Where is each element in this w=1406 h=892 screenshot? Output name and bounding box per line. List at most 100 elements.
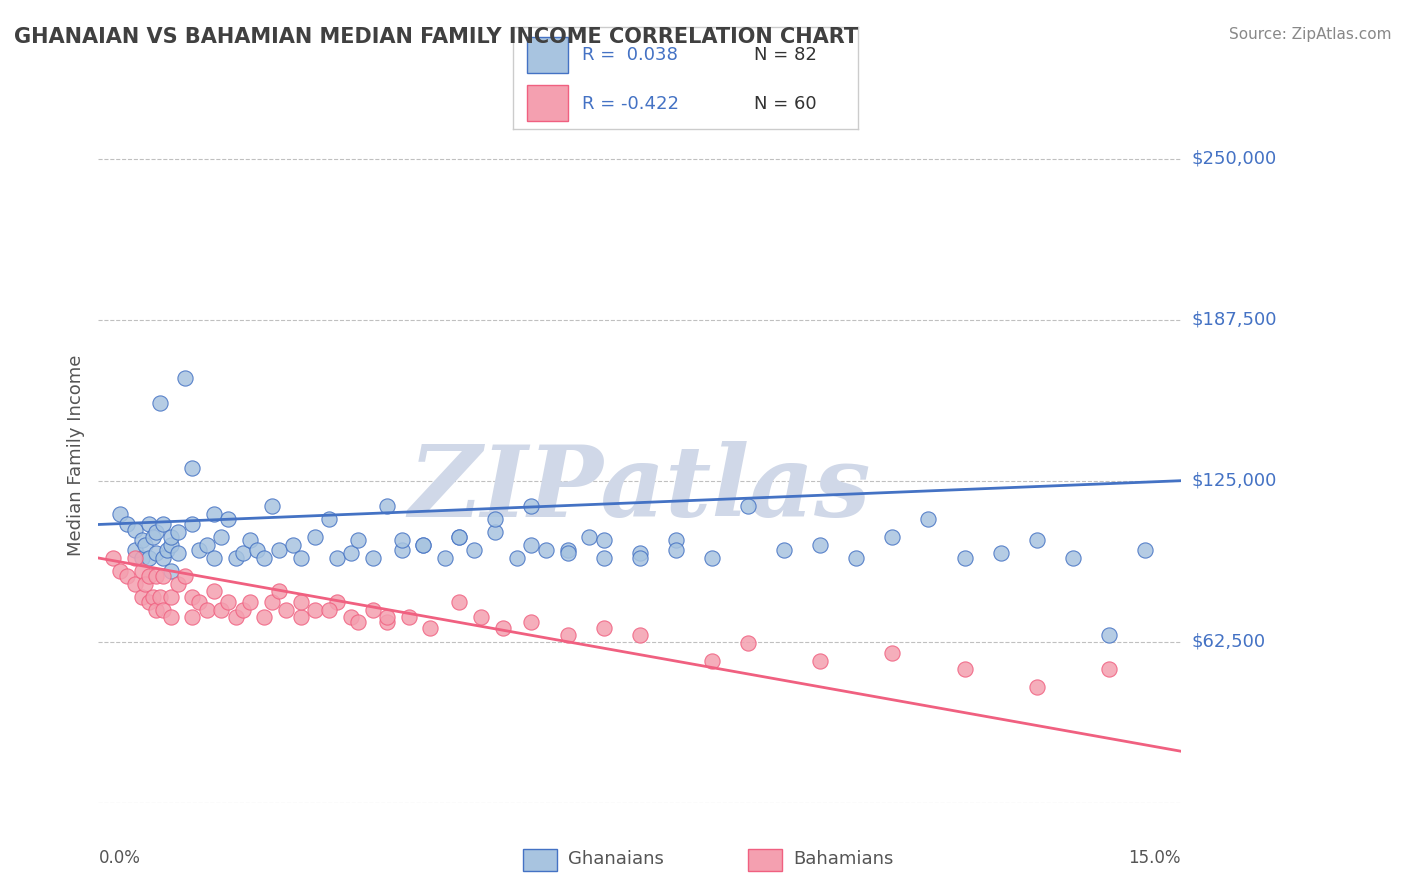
FancyBboxPatch shape [748,849,782,871]
Point [484,525,506,540]
Point [181,610,204,624]
Point [149,590,172,604]
Point [318,512,340,526]
Point [520,500,543,514]
FancyBboxPatch shape [527,37,568,73]
Point [520,538,543,552]
Point [391,533,413,547]
Point [557,546,579,560]
Point [181,590,204,604]
Point [225,551,247,566]
Point [181,517,204,532]
Point [700,654,723,668]
Point [917,512,939,526]
Point [290,595,312,609]
Point [152,569,174,583]
Point [217,595,239,609]
Point [304,602,326,616]
Point [124,523,146,537]
Point [131,533,153,547]
Point [239,533,262,547]
Point [375,500,398,514]
Point [1062,551,1084,566]
Point [557,543,579,558]
Text: Ghanaians: Ghanaians [568,849,664,868]
Point [361,602,384,616]
Point [318,602,340,616]
Point [449,530,471,544]
Text: $62,500: $62,500 [1192,632,1265,651]
Point [491,621,513,635]
Point [174,569,197,583]
Point [195,602,218,616]
Point [737,636,759,650]
Point [700,551,723,566]
Point [412,538,434,552]
Text: $125,000: $125,000 [1192,472,1277,490]
Point [1133,543,1156,558]
Y-axis label: Median Family Income: Median Family Income [66,354,84,556]
Point [131,551,153,566]
Point [145,525,167,540]
Point [225,610,247,624]
Point [1025,533,1047,547]
Point [1098,662,1121,676]
Point [195,538,218,552]
Point [246,543,269,558]
Point [101,551,124,566]
Point [449,530,471,544]
Point [592,533,614,547]
Point [159,564,181,578]
Point [138,517,160,532]
Point [1025,680,1047,694]
Point [149,396,172,410]
Point [253,551,276,566]
Point [209,602,232,616]
Point [166,576,188,591]
Point [141,530,165,544]
Point [534,543,557,558]
Point [953,662,976,676]
Point [347,533,370,547]
Point [990,546,1012,560]
Point [520,615,543,630]
Point [592,621,614,635]
Point [159,538,181,552]
Point [117,517,139,532]
Point [174,370,197,384]
Point [166,525,188,540]
Point [267,543,290,558]
Point [592,551,614,566]
Point [470,610,492,624]
Text: R = -0.422: R = -0.422 [582,95,679,112]
Point [202,551,225,566]
Point [145,602,167,616]
Point [131,564,153,578]
Point [152,551,174,566]
Point [108,564,131,578]
Point [578,530,600,544]
Point [159,590,181,604]
Point [274,602,297,616]
Point [375,610,398,624]
Point [267,584,290,599]
Point [202,507,225,521]
Text: 0.0%: 0.0% [98,849,141,867]
Point [557,628,579,642]
Point [347,615,370,630]
Point [253,610,276,624]
Point [260,595,283,609]
Point [152,517,174,532]
Point [433,551,456,566]
Point [138,569,160,583]
Point [108,507,131,521]
Point [159,530,181,544]
Point [283,538,305,552]
Point [141,590,165,604]
Point [188,595,211,609]
Point [145,569,167,583]
Point [628,628,651,642]
Point [290,551,312,566]
Text: 15.0%: 15.0% [1129,849,1181,867]
Point [463,543,485,558]
